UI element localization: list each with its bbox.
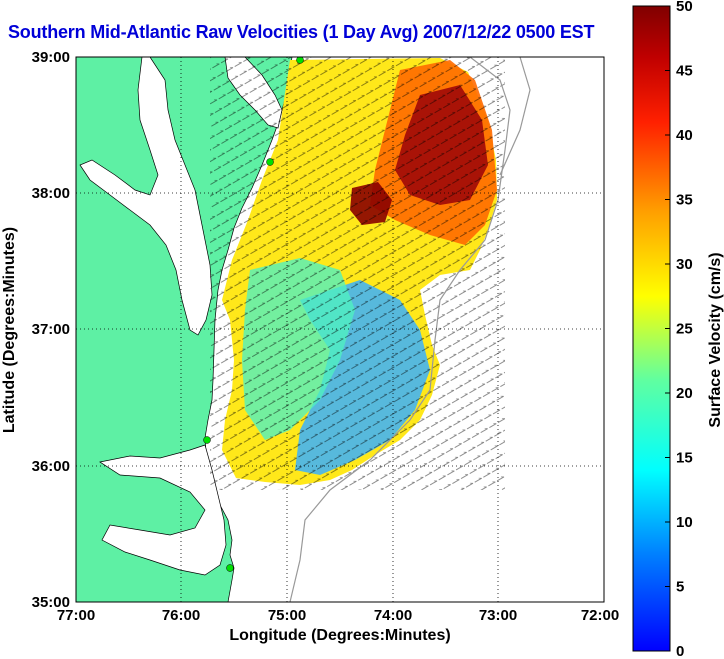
x-tick: 72:00 <box>581 607 619 624</box>
x-tick: 75:00 <box>268 607 306 624</box>
x-axis-ticks: 77:00 76:00 75:00 74:00 73:00 72:00 <box>57 607 619 624</box>
x-tick: 73:00 <box>479 607 517 624</box>
radar-station-2 <box>266 158 274 166</box>
colorbar-tick-label: 20 <box>676 385 693 402</box>
colorbar-tick-label: 30 <box>676 256 693 273</box>
x-tick: 77:00 <box>57 607 95 624</box>
chesapeake-bay <box>79 57 213 336</box>
colorbar-tick-label: 15 <box>676 450 693 467</box>
y-axis-ticks: 39:00 38:00 37:00 36:00 35:00 <box>32 49 70 611</box>
y-tick: 35:00 <box>32 594 70 611</box>
bathymetry-contour <box>289 57 511 602</box>
colorbar <box>632 5 671 652</box>
colorbar-tick-label: 0 <box>676 643 684 659</box>
radar-station-1 <box>296 57 304 64</box>
x-tick: 76:00 <box>162 607 200 624</box>
y-tick: 37:00 <box>32 321 70 338</box>
radar-station-3 <box>203 436 211 444</box>
x-tick: 74:00 <box>374 607 412 624</box>
y-axis-label: Latitude (Degrees:Minutes) <box>1 227 18 433</box>
map-grid <box>76 57 604 602</box>
bathymetry-contour-2 <box>499 57 531 176</box>
colorbar-tick-label: 25 <box>676 321 693 338</box>
plot-border <box>75 56 605 603</box>
colorbar-tick-label: 45 <box>676 63 693 80</box>
colorbar-tick-label: 40 <box>676 127 693 144</box>
colorbar-tick-label: 50 <box>676 0 693 15</box>
map-title: Southern Mid-Atlantic Raw Velocities (1 … <box>8 22 595 42</box>
velocity-field <box>210 57 505 490</box>
y-tick: 39:00 <box>32 49 70 66</box>
colorbar-tick-label: 10 <box>676 514 693 531</box>
pamlico-sound <box>99 444 227 576</box>
x-axis-label: Longitude (Degrees:Minutes) <box>229 627 450 644</box>
colorbar-tick-label: 35 <box>676 192 693 209</box>
colorbar-label: Surface Velocity (cm/s) <box>707 252 724 427</box>
radar-station-4 <box>226 564 234 572</box>
y-tick: 36:00 <box>32 458 70 475</box>
y-tick: 38:00 <box>32 185 70 202</box>
colorbar-tick-label: 5 <box>676 579 684 596</box>
arrow-overlay <box>210 57 505 490</box>
